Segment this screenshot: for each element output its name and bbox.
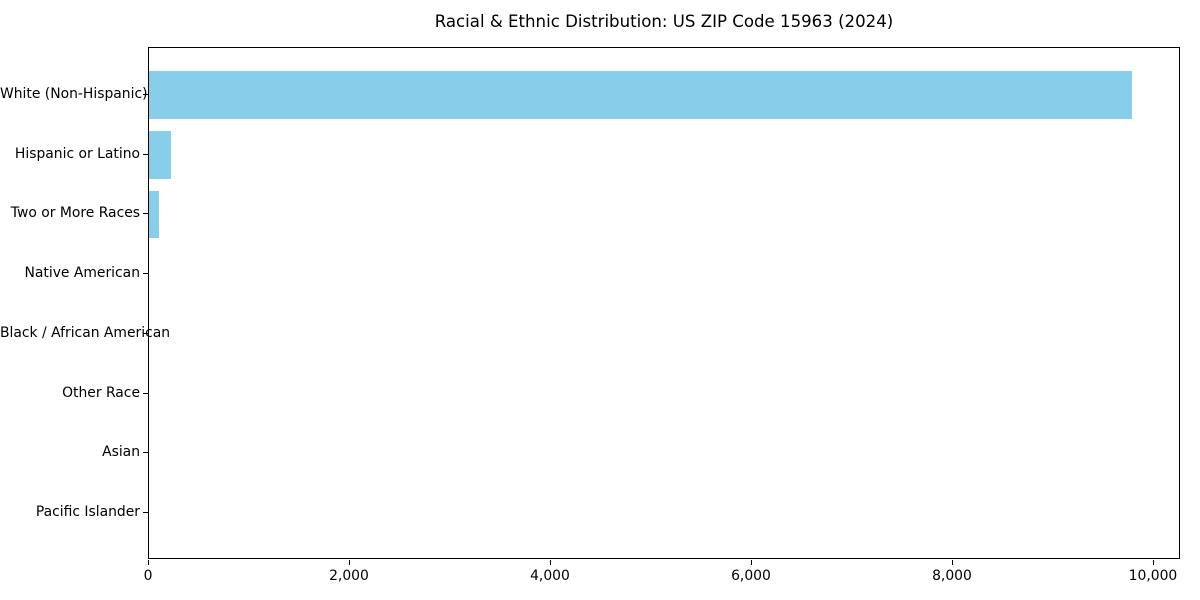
y-tick-label: Asian (102, 444, 140, 461)
y-tick-label: Black / African American (0, 324, 171, 341)
y-tick-label: Two or More Races (10, 205, 140, 222)
y-tick (143, 273, 148, 275)
x-tick (148, 560, 149, 565)
y-tick (143, 452, 148, 454)
x-tick (750, 560, 752, 565)
bar-white-non-hispanic (149, 71, 1132, 119)
x-tick-label: 4,000 (530, 568, 570, 584)
plot-area (148, 47, 1180, 559)
y-tick (143, 94, 148, 96)
y-tick-label: Hispanic or Latino (14, 145, 140, 162)
x-tick-label: 6,000 (731, 568, 771, 584)
x-tick-label: 0 (143, 568, 153, 584)
x-tick-label: 10,000 (1128, 568, 1178, 584)
y-tick (143, 392, 148, 394)
y-tick (143, 332, 148, 334)
y-tick-label: Native American (24, 265, 141, 282)
chart-title: Racial & Ethnic Distribution: US ZIP Cod… (434, 12, 894, 31)
x-tick (951, 560, 953, 565)
x-tick-label: 2,000 (329, 568, 369, 584)
y-tick-label: Other Race (62, 384, 140, 401)
y-tick (143, 213, 148, 215)
x-tick (348, 560, 350, 565)
bar-two-or-more-races (149, 190, 160, 239)
y-tick (143, 153, 148, 155)
x-tick (1152, 560, 1154, 565)
bar-hispanic-or-latino (149, 130, 172, 179)
x-tick (549, 560, 551, 565)
y-tick-label: Pacific Islander (35, 503, 140, 520)
y-tick-label: White (Non-Hispanic) (0, 86, 148, 103)
x-tick-label: 8,000 (932, 568, 972, 584)
y-tick (143, 511, 148, 513)
